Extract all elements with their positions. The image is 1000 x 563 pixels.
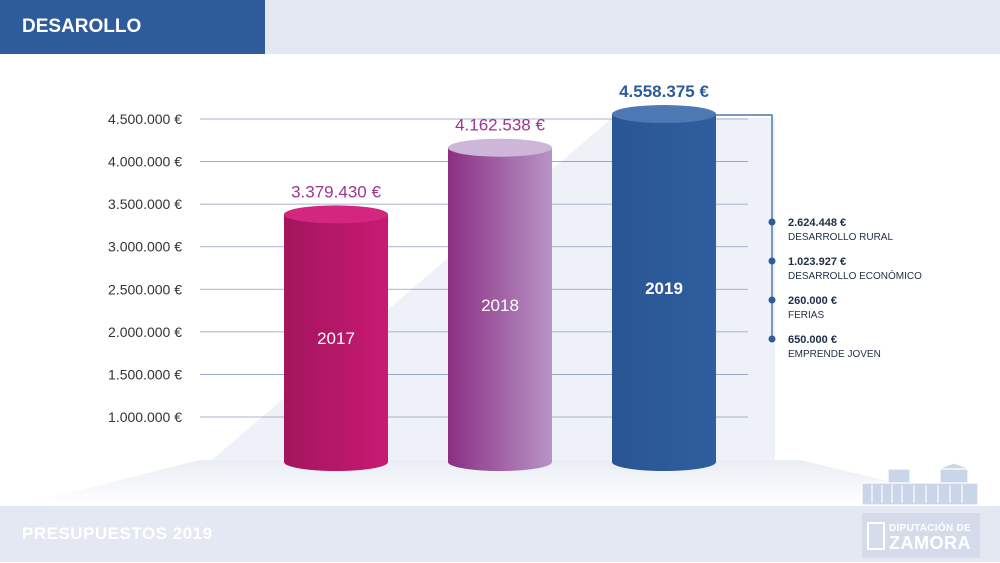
logo-line2: ZAMORA xyxy=(889,533,971,553)
breakdown-item: 260.000 € FERIAS xyxy=(768,295,837,321)
bar-top xyxy=(284,205,388,224)
building-icon xyxy=(861,462,980,558)
y-tick-label: 1.500.000 € xyxy=(108,366,182,382)
bar-category-label: 2018 xyxy=(481,296,519,315)
breakdown-item: 2.624.448 € DESARROLLO RURAL xyxy=(768,217,893,243)
bar-category-label: 2017 xyxy=(317,329,355,348)
breakdown-amount: 2.624.448 € xyxy=(788,217,846,229)
breakdown-label: FERIAS xyxy=(788,310,824,321)
y-tick-label: 3.500.000 € xyxy=(108,196,182,212)
logo-line1: DIPUTACIÓN DE xyxy=(889,523,972,534)
breakdown-item: 650.000 € EMPRENDE JOVEN xyxy=(768,334,881,360)
bar-value-label: 3.379.430 € xyxy=(291,182,381,201)
breakdown-label: DESARROLLO RURAL xyxy=(788,232,893,243)
breakdown-amount: 650.000 € xyxy=(788,334,837,346)
y-tick-label: 3.000.000 € xyxy=(108,239,182,255)
diputacion-logo xyxy=(858,462,980,558)
breakdown-dot xyxy=(768,296,776,304)
bar-2017: 2017 3.379.430 € xyxy=(284,182,388,471)
bar-category-label: 2019 xyxy=(645,279,683,298)
bar-body xyxy=(448,147,552,471)
breakdown-amount: 260.000 € xyxy=(788,295,837,307)
bar-value-label: 4.558.375 € xyxy=(619,82,709,101)
y-tick-label: 2.500.000 € xyxy=(108,281,182,297)
y-tick-label: 4.500.000 € xyxy=(108,111,182,127)
breakdown-item: 1.023.927 €DESARROLLO ECONÓMICO xyxy=(768,256,922,282)
bar-body xyxy=(612,114,716,471)
bar-2018: 2018 4.162.538 € xyxy=(448,116,552,471)
floor-shadow xyxy=(20,460,990,505)
breakdown-amount: 1.023.927 € xyxy=(788,256,846,268)
y-tick-label: 4.000.000 € xyxy=(108,154,182,170)
logo-text: DIPUTACIÓN DE ZAMORA xyxy=(889,523,972,553)
bar-2019: 2019 4.558.375 € xyxy=(612,82,716,471)
bar-body xyxy=(284,214,388,471)
y-tick-label: 2.000.000 € xyxy=(108,324,182,340)
footer-band xyxy=(0,506,1000,562)
breakdown-label: EMPRENDE JOVEN xyxy=(788,349,881,360)
shield-icon xyxy=(867,522,885,550)
breakdown-dot xyxy=(768,257,776,265)
y-tick-label: 1.000.000 € xyxy=(108,409,182,425)
breakdown-label: DESARROLLO ECONÓMICO xyxy=(788,269,922,282)
bar-top xyxy=(448,138,552,157)
bar-value-label: 4.162.538 € xyxy=(455,116,545,135)
breakdown-dot xyxy=(768,218,776,226)
page-title: DESAROLLO ECONÓMICO xyxy=(0,0,265,91)
bar-top xyxy=(612,105,716,124)
breakdown-dot xyxy=(768,335,776,343)
footer-label: PRESUPUESTOS 2019 xyxy=(22,524,213,543)
